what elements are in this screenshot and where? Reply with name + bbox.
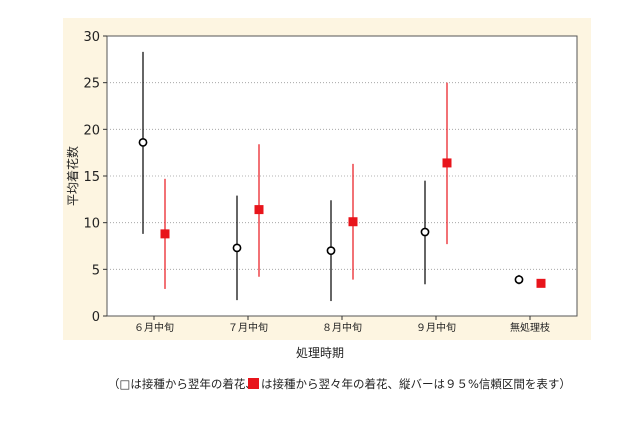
x-tick-label: ７月中旬 — [228, 321, 268, 334]
y-tick-label: 20 — [83, 123, 100, 138]
y-tick-label: 5 — [92, 263, 100, 278]
caption-text-after: は接種から翌々年の着花、縦バーは９５%信頼区間を表す） — [261, 377, 571, 391]
x-axis-label: 処理時期 — [296, 346, 344, 360]
y-tick-label: 15 — [83, 170, 100, 185]
series-layer — [138, 51, 546, 302]
caption-text-before: （□は接種から翌年の着花、 — [108, 377, 257, 391]
caption: （□は接種から翌年の着花、 は接種から翌々年の着花、縦バーは９５%信頼区間を表す… — [108, 377, 571, 391]
data-point — [536, 278, 546, 288]
series-1 — [138, 51, 524, 302]
data-point — [326, 246, 336, 256]
y-axis-ticks: 0 5 10 15 20 25 30 — [83, 30, 107, 325]
x-tick-label: 無処理枝 — [510, 321, 550, 334]
y-tick-label: 0 — [92, 310, 100, 325]
data-point — [514, 275, 524, 284]
x-tick-label: ９月中旬 — [416, 321, 456, 334]
x-tick-label: ８月中旬 — [322, 321, 362, 334]
x-axis-ticks: ６月中旬 ７月中旬 ８月中旬 ９月中旬 無処理枝 — [134, 316, 550, 334]
y-tick-label: 30 — [83, 30, 100, 45]
y-axis-label: 平均着花数 — [65, 146, 80, 206]
data-point — [138, 137, 148, 147]
y-tick-label: 10 — [83, 217, 100, 232]
data-point — [348, 217, 358, 227]
y-tick-label: 25 — [83, 77, 100, 92]
caption-red-square-icon — [248, 378, 259, 389]
data-point — [254, 205, 264, 215]
series-2 — [160, 82, 546, 289]
data-point — [232, 243, 242, 253]
x-tick-label: ６月中旬 — [134, 321, 174, 334]
data-point — [420, 227, 430, 237]
data-point — [442, 158, 452, 168]
data-point — [160, 229, 170, 239]
grid-lines — [107, 82, 577, 270]
